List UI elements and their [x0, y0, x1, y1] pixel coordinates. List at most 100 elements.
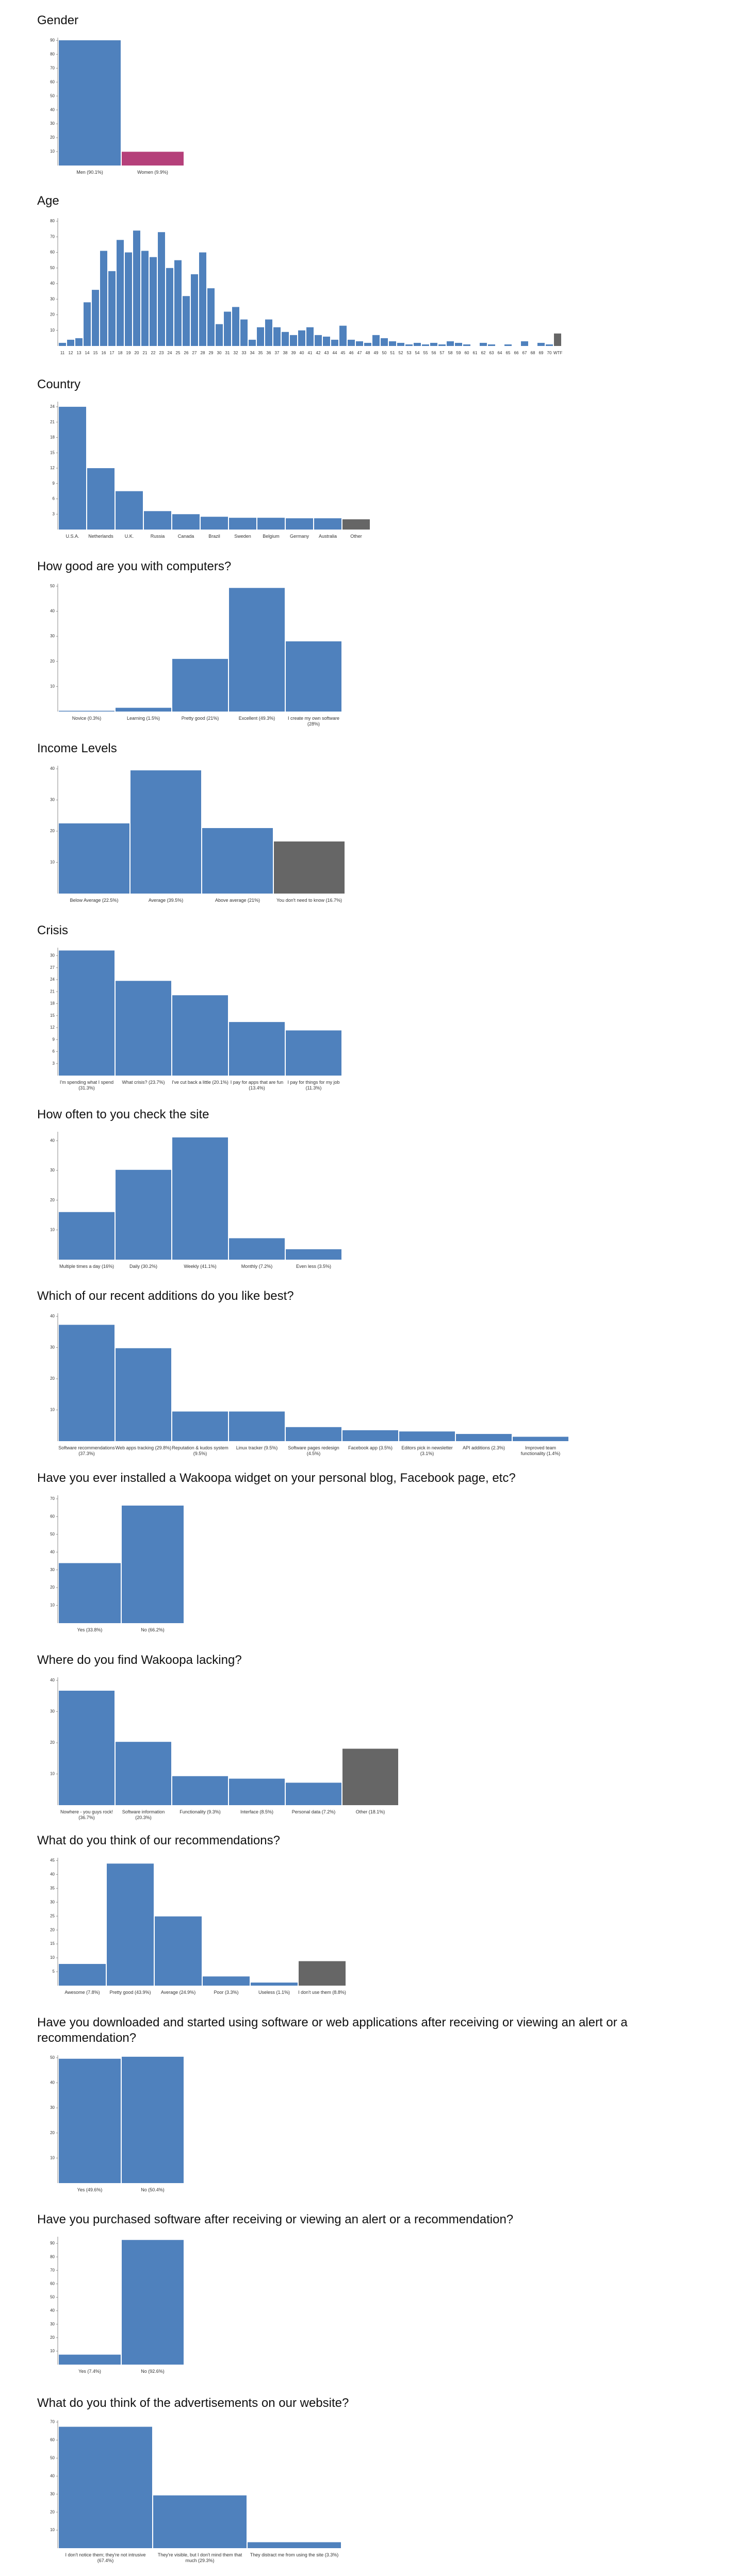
bar [122, 2056, 184, 2183]
y-tick-label: 3 [53, 511, 55, 516]
x-tick-label: 26 [184, 351, 189, 355]
bar [172, 995, 228, 1076]
y-tick-label: 20 [50, 2335, 55, 2340]
x-tick-label: Brazil [208, 534, 220, 539]
bar [172, 1137, 228, 1260]
x-tick-label: Awesome (7.8%) [64, 1990, 100, 1995]
y-tick-label: 70 [50, 65, 55, 70]
y-tick-label: 80 [50, 52, 55, 56]
bar [130, 770, 201, 894]
bar [356, 341, 363, 346]
x-tick-label: No (66.2%) [141, 1627, 165, 1632]
y-tick-label: 15 [50, 450, 55, 455]
bar [342, 1748, 398, 1805]
bar [298, 330, 305, 346]
y-tick-label: 15 [50, 1013, 55, 1018]
x-tick-label: 50 [382, 351, 387, 355]
bar [207, 288, 215, 346]
bar [513, 1436, 568, 1441]
y-tick-label: 24 [50, 977, 55, 982]
y-tick-label: 10 [50, 149, 55, 154]
bar [399, 1431, 455, 1441]
y-tick-label: 21 [50, 989, 55, 994]
bar [158, 232, 165, 346]
x-tick-label: I've cut back a little (20.1%) [172, 1080, 228, 1085]
x-tick-label: 14 [85, 351, 90, 355]
chart-title: What do you think of our recommendations… [37, 1834, 280, 1847]
y-tick-label: 30 [50, 2105, 55, 2110]
x-tick-label: Editors pick in newsletter (3.1%) [401, 1445, 453, 1456]
chart: 10 20 30 40 [50, 1677, 398, 1805]
bar [290, 335, 297, 346]
bar [144, 511, 171, 530]
y-tick-label: 30 [50, 1168, 55, 1173]
x-tick-label: Russia [150, 534, 165, 539]
y-tick-label: 10 [50, 328, 55, 333]
y-tick-label: 40 [50, 281, 55, 286]
x-tick-label: Below Average (22.5%) [70, 898, 119, 903]
bar [229, 1411, 285, 1441]
bar [397, 342, 404, 346]
chart: 10 20 30 40 50 60 70 80 90 [50, 38, 184, 166]
bar [229, 1778, 285, 1805]
x-tick-label: Weekly (41.1%) [184, 1264, 217, 1269]
chart-block: Have you ever installed a Wakoopa widget… [37, 1471, 718, 1632]
bar [59, 40, 121, 166]
bar [59, 711, 115, 712]
chart-block: Which of our recent additions do you lik… [37, 1289, 718, 1456]
bar [59, 1212, 115, 1260]
x-tick-label: 27 [192, 351, 197, 355]
x-tick-label: 39 [291, 351, 296, 355]
y-tick-label: 10 [50, 2349, 55, 2353]
bar [447, 341, 454, 346]
bar [546, 344, 553, 346]
x-tick-label: Multiple times a day (16%) [59, 1264, 115, 1269]
bar [381, 338, 388, 346]
x-tick-label: 23 [159, 351, 164, 355]
y-tick-label: 10 [50, 2528, 55, 2532]
x-tick-label: 47 [357, 351, 362, 355]
chart: 10 20 30 40 50 [50, 2055, 184, 2183]
x-tick-label: 25 [175, 351, 181, 355]
x-tick-label: Average (39.5%) [148, 898, 184, 903]
bar [251, 1983, 298, 1986]
y-tick-label: 3 [53, 1061, 55, 1066]
x-tick-label: 52 [398, 351, 403, 355]
bar [59, 950, 115, 1076]
y-tick-label: 40 [50, 2473, 55, 2478]
bar [141, 251, 149, 346]
x-tick-label: WTF [553, 351, 563, 355]
bar [537, 342, 545, 346]
x-tick-label: Sweden [234, 534, 251, 539]
x-tick-label: 57 [439, 351, 445, 355]
y-tick-label: 30 [50, 953, 55, 958]
bar [554, 333, 561, 346]
x-tick-label: 44 [332, 351, 337, 355]
x-tick-label: 53 [406, 351, 412, 355]
x-tick-label: 16 [101, 351, 106, 355]
x-tick-label: 51 [390, 351, 395, 355]
x-tick-label: I don't notice them; they're not intrusi… [65, 2552, 146, 2563]
bar [414, 342, 421, 346]
chart: 10 20 30 40 [50, 1313, 568, 1441]
x-tick-label: Learning (1.5%) [126, 716, 160, 721]
y-tick-label: 60 [50, 1514, 55, 1518]
x-tick-label: 60 [464, 351, 469, 355]
x-tick-label: Women (9.9%) [137, 170, 168, 175]
bar [59, 1963, 106, 1986]
chart-block: How good are you with computers? 10 20 30 40… [37, 559, 718, 726]
x-tick-label: 54 [415, 351, 420, 355]
bar [286, 518, 313, 530]
y-tick-label: 70 [50, 234, 55, 239]
chart-title: Country [37, 377, 81, 391]
x-tick-label: Poor (3.3%) [214, 1990, 239, 1995]
y-tick-label: 45 [50, 1858, 55, 1863]
chart-block: What do you think of our recommendations… [37, 1833, 718, 1995]
chart-block: Crisis 3 6 9 12 15 18 21 24 27 30 I'm spending what… [37, 923, 718, 1091]
x-tick-label: 11 [60, 351, 65, 355]
x-tick-label: No (50.4%) [141, 2187, 165, 2192]
bar [339, 325, 347, 346]
x-tick-label: Personal data (7.2%) [291, 1809, 336, 1814]
y-tick-label: 30 [50, 121, 55, 126]
